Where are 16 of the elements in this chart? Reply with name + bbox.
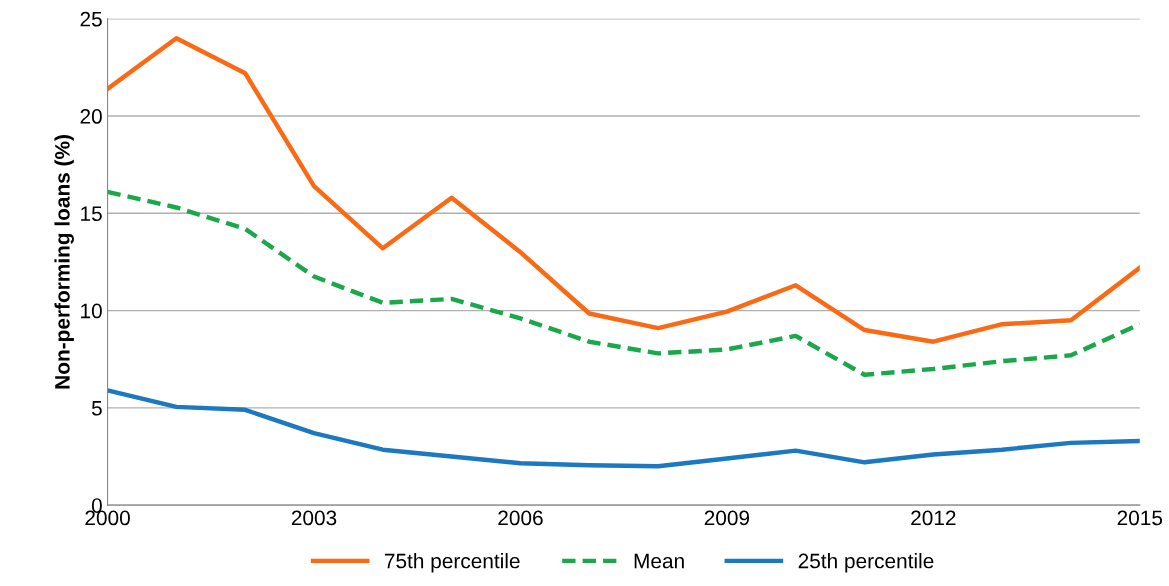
x-tick-label: 2012	[911, 510, 956, 526]
legend-label: 25th percentile	[798, 553, 934, 573]
y-tick-label: 10	[81, 303, 102, 319]
x-tick-label: 2003	[291, 510, 337, 526]
y-tick-label: 20	[80, 109, 102, 124]
y-tick-label: 5	[91, 401, 102, 416]
line-series	[107, 35, 1140, 344]
x-tick-label: 2015	[1117, 510, 1163, 526]
y-axis-title: Non-performing loans (%)	[54, 135, 74, 389]
legend-label: Mean	[634, 553, 684, 569]
y-tick-label: 25	[80, 11, 102, 27]
x-tick-label: 2006	[498, 510, 543, 526]
line-series	[107, 388, 1140, 469]
x-tick-label: 2009	[704, 510, 750, 526]
y-tick-label: 15	[81, 206, 102, 222]
legend-label: 75th percentile	[384, 553, 520, 573]
